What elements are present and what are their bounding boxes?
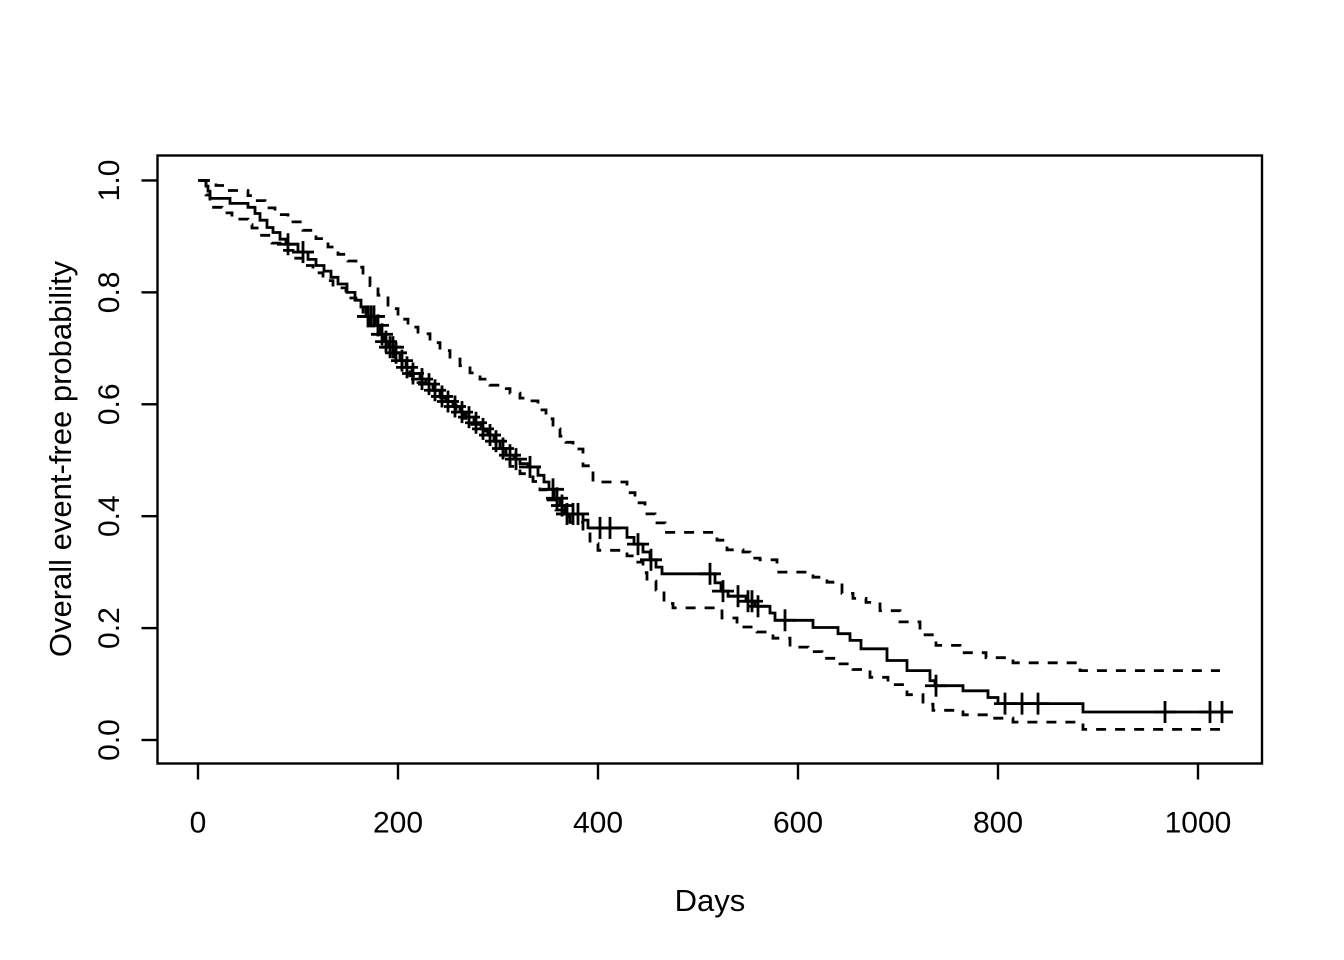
censor-mark — [640, 548, 662, 571]
censor-mark — [292, 241, 314, 264]
censor-mark — [402, 362, 424, 385]
censor-mark — [1027, 692, 1049, 715]
censor-mark — [741, 590, 763, 613]
censor-mark — [699, 562, 721, 585]
censor-mark — [505, 448, 527, 471]
y-axis-title: Overall event-free probability — [43, 260, 78, 657]
censor-mark — [542, 478, 564, 501]
censor-mark — [382, 336, 404, 359]
y-tick-label: 0.4 — [93, 495, 126, 537]
y-tick-label: 1.0 — [93, 160, 126, 202]
censor-mark — [367, 314, 389, 337]
x-tick-label: 200 — [373, 807, 423, 840]
censor-mark — [363, 305, 385, 328]
y-tick-label: 0.0 — [93, 719, 126, 761]
censor-mark — [277, 233, 299, 256]
censor-mark — [712, 580, 734, 603]
x-axis: 0 200 400 600 800 1000 — [190, 763, 1232, 840]
y-tick-label: 0.8 — [93, 272, 126, 314]
censor-mark — [599, 516, 621, 539]
x-tick-label: 800 — [973, 807, 1023, 840]
y-tick-label: 0.6 — [93, 383, 126, 425]
x-tick-label: 400 — [573, 807, 623, 840]
x-axis-title: Days — [675, 883, 746, 918]
censor-mark — [627, 533, 649, 556]
censor-mark — [519, 455, 541, 478]
lower-95ci-curve — [201, 179, 1220, 731]
censor-mark — [774, 609, 796, 632]
censor-marks — [277, 233, 1233, 724]
y-axis: 0.0 0.2 0.4 0.6 0.8 1.0 — [93, 160, 158, 761]
x-tick-label: 0 — [190, 807, 207, 840]
censor-mark — [1154, 701, 1176, 724]
censor-mark — [925, 674, 947, 697]
x-tick-label: 600 — [773, 807, 823, 840]
censor-mark — [567, 502, 589, 525]
censor-mark — [747, 595, 769, 618]
censor-mark — [1211, 701, 1233, 724]
y-tick-label: 0.2 — [93, 607, 126, 649]
plot-area: 0 200 400 600 800 1000 0.0 0.2 0.4 0.6 0.8 1.0 — [93, 154, 1264, 840]
plot-box — [156, 154, 1264, 765]
censor-mark — [727, 585, 749, 608]
x-tick-label: 1000 — [1165, 807, 1232, 840]
upper-95ci-curve — [200, 179, 1220, 672]
